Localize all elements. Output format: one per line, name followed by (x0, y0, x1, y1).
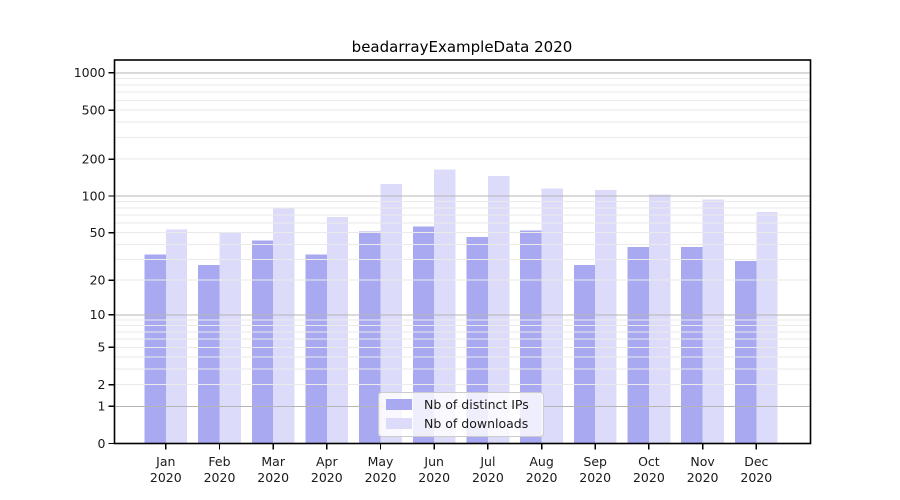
bar-nb-of-downloads-aug (541, 188, 563, 444)
bar-nb-of-distinct-ips-jan (144, 254, 166, 444)
y-tick-label-0: 0 (98, 436, 106, 451)
bar-nb-of-downloads-jan (165, 229, 188, 444)
y-tick-label-2: 2 (98, 377, 106, 392)
bar-nb-of-downloads-feb (219, 232, 241, 444)
x-tick-label-month-mar: Mar (261, 454, 285, 469)
bar-nb-of-distinct-ips-feb (198, 264, 220, 444)
bar-nb-of-distinct-ips-aug (520, 230, 542, 444)
bar-nb-of-downloads-nov (702, 199, 724, 444)
x-tick-label-year-oct: 2020 (633, 470, 665, 485)
bar-nb-of-distinct-ips-apr (305, 254, 327, 444)
x-tick-label-year-jun: 2020 (418, 470, 450, 485)
x-tick-label-month-dec: Dec (744, 454, 768, 469)
y-tick-label-1000: 1000 (74, 65, 106, 80)
legend-swatch-distinct-ips (386, 399, 412, 410)
legend-label-downloads: Nb of downloads (424, 416, 528, 431)
x-tick-label-month-may: May (368, 454, 394, 469)
y-tick-label-500: 500 (82, 102, 106, 117)
y-tick-label-100: 100 (82, 188, 106, 203)
bar-nb-of-distinct-ips-oct (627, 247, 649, 444)
x-tick-label-month-nov: Nov (690, 454, 715, 469)
x-tick-label-year-nov: 2020 (687, 470, 719, 485)
legend-swatch-downloads (386, 418, 412, 429)
bar-nb-of-downloads-oct (648, 194, 671, 444)
y-tick-label-10: 10 (90, 307, 106, 322)
bar-nb-of-downloads-may (380, 184, 402, 444)
bar-nb-of-downloads-apr (326, 217, 349, 444)
x-tick-label-year-mar: 2020 (257, 470, 289, 485)
bar-nb-of-distinct-ips-jul (466, 237, 488, 444)
bar-nb-of-downloads-jul (487, 175, 510, 444)
bar-nb-of-distinct-ips-dec (734, 261, 757, 444)
y-tick-label-5: 5 (98, 340, 106, 355)
x-tick-label-year-sep: 2020 (579, 470, 611, 485)
legend: Nb of distinct IPs Nb of downloads (378, 392, 544, 437)
x-tick-label-month-apr: Apr (316, 454, 338, 469)
x-tick-label-year-may: 2020 (365, 470, 397, 485)
x-tick-label-year-feb: 2020 (204, 470, 236, 485)
legend-box (378, 392, 544, 437)
x-tick-label-year-aug: 2020 (526, 470, 558, 485)
bar-nb-of-downloads-dec (756, 211, 778, 444)
bar-nb-of-distinct-ips-mar (251, 240, 274, 444)
x-tick-label-month-oct: Oct (638, 454, 660, 469)
x-tick-label-year-apr: 2020 (311, 470, 343, 485)
bar-nb-of-distinct-ips-sep (573, 264, 596, 444)
x-tick-label-year-jan: 2020 (150, 470, 182, 485)
axes-layer: 01251020501002005001000Jan2020Feb2020Mar… (74, 65, 773, 485)
x-tick-label-year-dec: 2020 (740, 470, 772, 485)
bar-nb-of-distinct-ips-jun (412, 226, 435, 444)
bar-nb-of-distinct-ips-may (359, 231, 381, 444)
x-tick-label-month-jul: Jul (479, 454, 495, 469)
y-tick-label-20: 20 (90, 273, 106, 288)
x-tick-label-month-sep: Sep (583, 454, 607, 469)
x-tick-label-month-jun: Jun (423, 454, 444, 469)
x-tick-label-month-feb: Feb (208, 454, 230, 469)
bar-nb-of-downloads-sep (595, 189, 617, 444)
legend-label-distinct-ips: Nb of distinct IPs (424, 397, 529, 412)
y-tick-label-200: 200 (82, 151, 106, 166)
x-tick-label-month-aug: Aug (529, 454, 553, 469)
bar-nb-of-downloads-jun (434, 169, 456, 444)
bar-nb-of-distinct-ips-nov (681, 247, 703, 444)
x-tick-label-month-jan: Jan (155, 454, 175, 469)
x-tick-label-year-jul: 2020 (472, 470, 504, 485)
plot-frame (113, 59, 812, 445)
y-tick-label-50: 50 (90, 225, 106, 240)
gridlines-layer (115, 72, 810, 407)
y-tick-label-1: 1 (98, 399, 106, 414)
chart-title: beadarrayExampleData 2020 (352, 38, 573, 56)
